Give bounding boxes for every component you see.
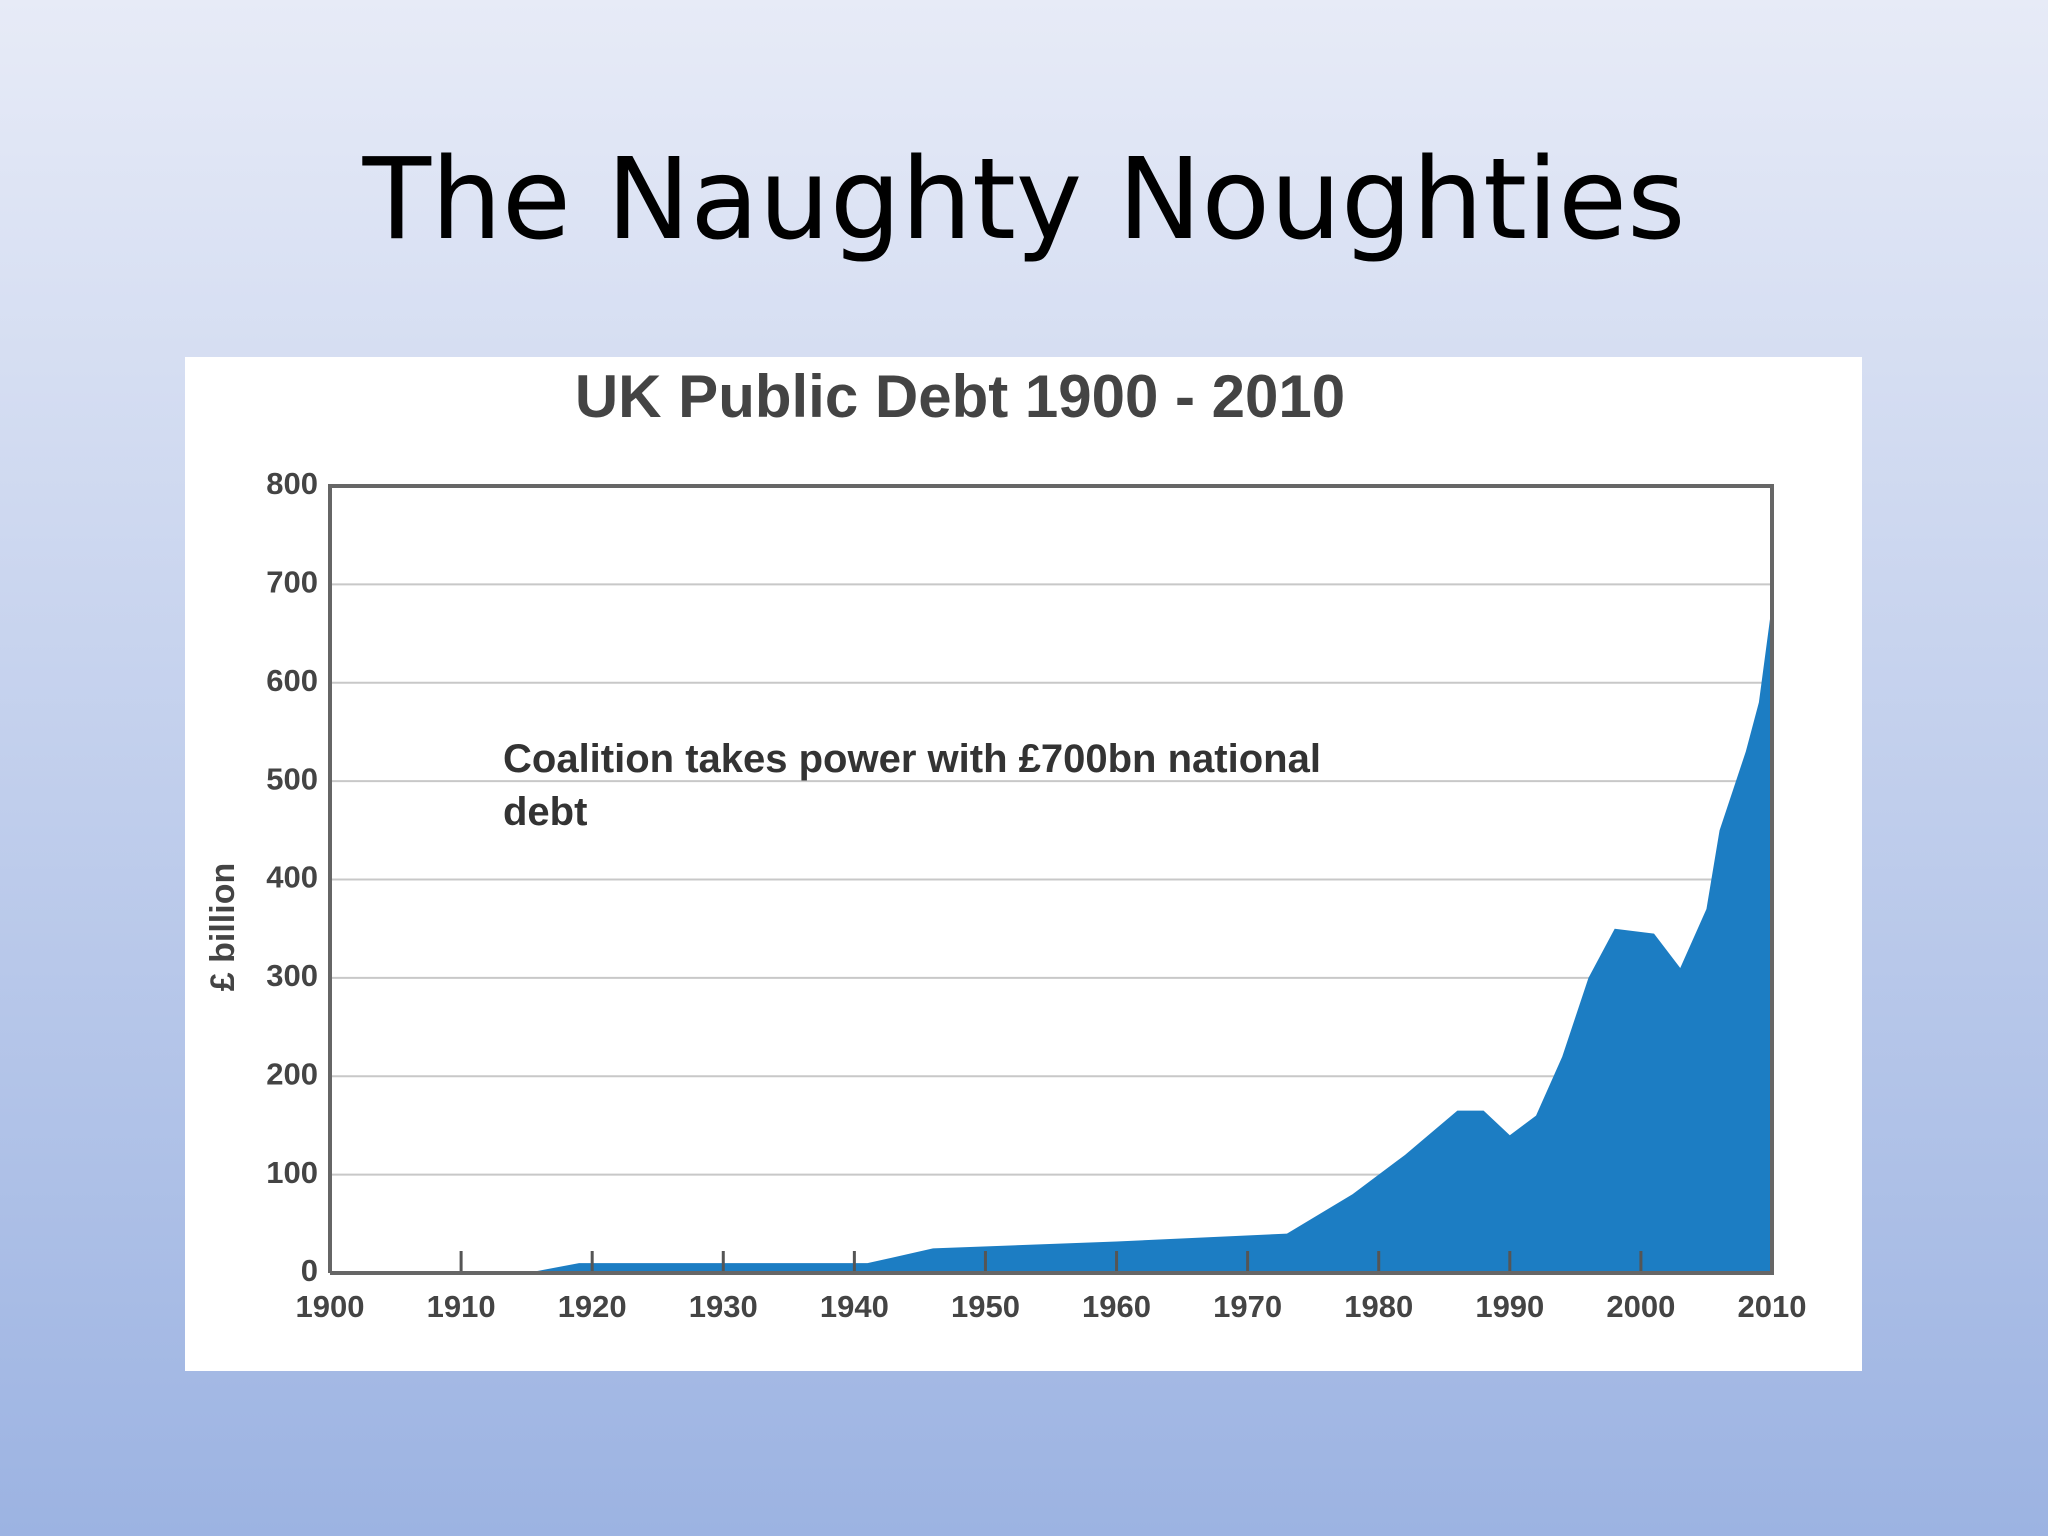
x-tick-label: 1910 [427,1289,496,1324]
plot-frame [328,484,1774,1275]
x-tick-label: 2000 [1606,1289,1675,1324]
y-tick-label: 200 [266,1056,318,1091]
area [330,604,1772,1273]
y-tick-label: 100 [266,1155,318,1190]
x-tick-label: 1920 [558,1289,627,1324]
x-tick-label: 1970 [1213,1289,1282,1324]
annotation: Coalition takes power with £700bn nation… [503,737,1321,834]
x-tick-label: 1980 [1344,1289,1413,1324]
y-tick-label: 300 [266,958,318,993]
x-tick-label: 1960 [1082,1289,1151,1324]
x-tick-label: 2010 [1738,1289,1807,1324]
y-tick-label: 700 [266,565,318,600]
y-tick-label: 0 [301,1253,318,1288]
x-tick-label: 1990 [1475,1289,1544,1324]
x-tick-label: 1950 [951,1289,1020,1324]
x-tick-label: 1900 [296,1289,365,1324]
x-tick-label: 1930 [689,1289,758,1324]
y-tick-label: 800 [266,466,318,501]
x-tick-label: 1940 [820,1289,889,1324]
y-tick-label: 500 [266,761,318,796]
y-axis-label: £ billion [204,863,242,991]
slide-title: The Naughty Noughties [362,135,1686,265]
chart-title: UK Public Debt 1900 - 2010 [575,363,1345,430]
y-tick-label: 400 [266,860,318,895]
y-tick-label: 600 [266,663,318,698]
